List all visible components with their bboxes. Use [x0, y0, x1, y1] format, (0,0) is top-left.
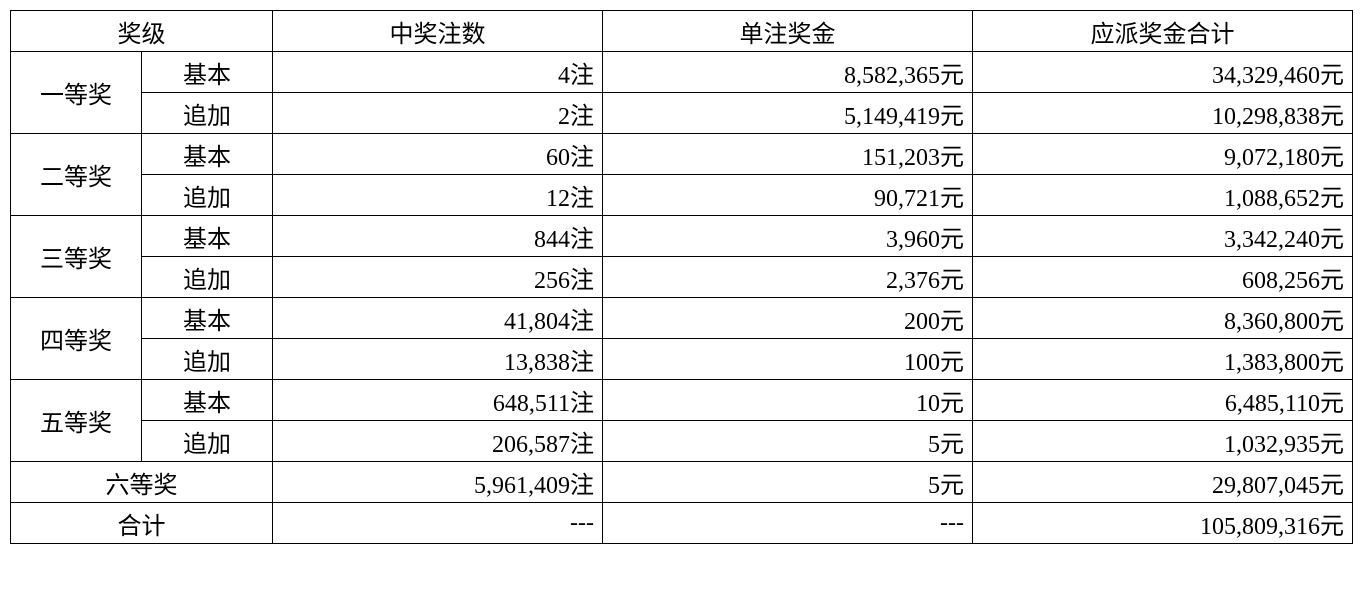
cell-total: 3,342,240元 [973, 216, 1353, 257]
table-row: 追加 206,587注 5元 1,032,935元 [11, 421, 1353, 462]
type-basic: 基本 [142, 52, 273, 93]
lottery-prize-table: 奖级 中奖注数 单注奖金 应派奖金合计 一等奖 基本 4注 8,582,365元… [10, 10, 1353, 544]
type-addl: 追加 [142, 93, 273, 134]
cell-amount: 90,721元 [603, 175, 973, 216]
cell-amount: 2,376元 [603, 257, 973, 298]
table-row: 一等奖 基本 4注 8,582,365元 34,329,460元 [11, 52, 1353, 93]
cell-total: 1,088,652元 [973, 175, 1353, 216]
cell-amount: 5,149,419元 [603, 93, 973, 134]
cell-count: 4注 [273, 52, 603, 93]
cell-total: 1,383,800元 [973, 339, 1353, 380]
cell-amount: 151,203元 [603, 134, 973, 175]
type-basic: 基本 [142, 380, 273, 421]
cell-total: 9,072,180元 [973, 134, 1353, 175]
cell-total: 29,807,045元 [973, 462, 1353, 503]
type-addl: 追加 [142, 257, 273, 298]
cell-total: 1,032,935元 [973, 421, 1353, 462]
tier-name: 三等奖 [11, 216, 142, 298]
type-addl: 追加 [142, 339, 273, 380]
cell-amount: 5元 [603, 421, 973, 462]
header-count: 中奖注数 [273, 11, 603, 52]
cell-count: 12注 [273, 175, 603, 216]
cell-count: 648,511注 [273, 380, 603, 421]
cell-total: 10,298,838元 [973, 93, 1353, 134]
cell-amount: 10元 [603, 380, 973, 421]
table-row: 追加 12注 90,721元 1,088,652元 [11, 175, 1353, 216]
tier-name: 五等奖 [11, 380, 142, 462]
table-row: 四等奖 基本 41,804注 200元 8,360,800元 [11, 298, 1353, 339]
type-addl: 追加 [142, 421, 273, 462]
cell-total: 608,256元 [973, 257, 1353, 298]
table-row: 六等奖 5,961,409注 5元 29,807,045元 [11, 462, 1353, 503]
tier-name: 二等奖 [11, 134, 142, 216]
table-row: 追加 2注 5,149,419元 10,298,838元 [11, 93, 1353, 134]
cell-total: 105,809,316元 [973, 503, 1353, 544]
cell-count: --- [273, 503, 603, 544]
cell-count: 2注 [273, 93, 603, 134]
cell-total: 34,329,460元 [973, 52, 1353, 93]
cell-amount: --- [603, 503, 973, 544]
header-total: 应派奖金合计 [973, 11, 1353, 52]
cell-count: 5,961,409注 [273, 462, 603, 503]
cell-count: 256注 [273, 257, 603, 298]
cell-amount: 200元 [603, 298, 973, 339]
type-basic: 基本 [142, 134, 273, 175]
tier-name: 一等奖 [11, 52, 142, 134]
header-amount: 单注奖金 [603, 11, 973, 52]
type-addl: 追加 [142, 175, 273, 216]
table-row: 二等奖 基本 60注 151,203元 9,072,180元 [11, 134, 1353, 175]
cell-total: 6,485,110元 [973, 380, 1353, 421]
table-row: 五等奖 基本 648,511注 10元 6,485,110元 [11, 380, 1353, 421]
tier-sixth: 六等奖 [11, 462, 273, 503]
header-tier: 奖级 [11, 11, 273, 52]
type-basic: 基本 [142, 298, 273, 339]
total-label: 合计 [11, 503, 273, 544]
cell-count: 844注 [273, 216, 603, 257]
cell-total: 8,360,800元 [973, 298, 1353, 339]
cell-count: 206,587注 [273, 421, 603, 462]
cell-count: 41,804注 [273, 298, 603, 339]
cell-count: 60注 [273, 134, 603, 175]
cell-amount: 5元 [603, 462, 973, 503]
table-row: 追加 13,838注 100元 1,383,800元 [11, 339, 1353, 380]
header-row: 奖级 中奖注数 单注奖金 应派奖金合计 [11, 11, 1353, 52]
table-row: 追加 256注 2,376元 608,256元 [11, 257, 1353, 298]
cell-amount: 8,582,365元 [603, 52, 973, 93]
total-row: 合计 --- --- 105,809,316元 [11, 503, 1353, 544]
cell-amount: 100元 [603, 339, 973, 380]
cell-count: 13,838注 [273, 339, 603, 380]
cell-amount: 3,960元 [603, 216, 973, 257]
type-basic: 基本 [142, 216, 273, 257]
table-row: 三等奖 基本 844注 3,960元 3,342,240元 [11, 216, 1353, 257]
tier-name: 四等奖 [11, 298, 142, 380]
